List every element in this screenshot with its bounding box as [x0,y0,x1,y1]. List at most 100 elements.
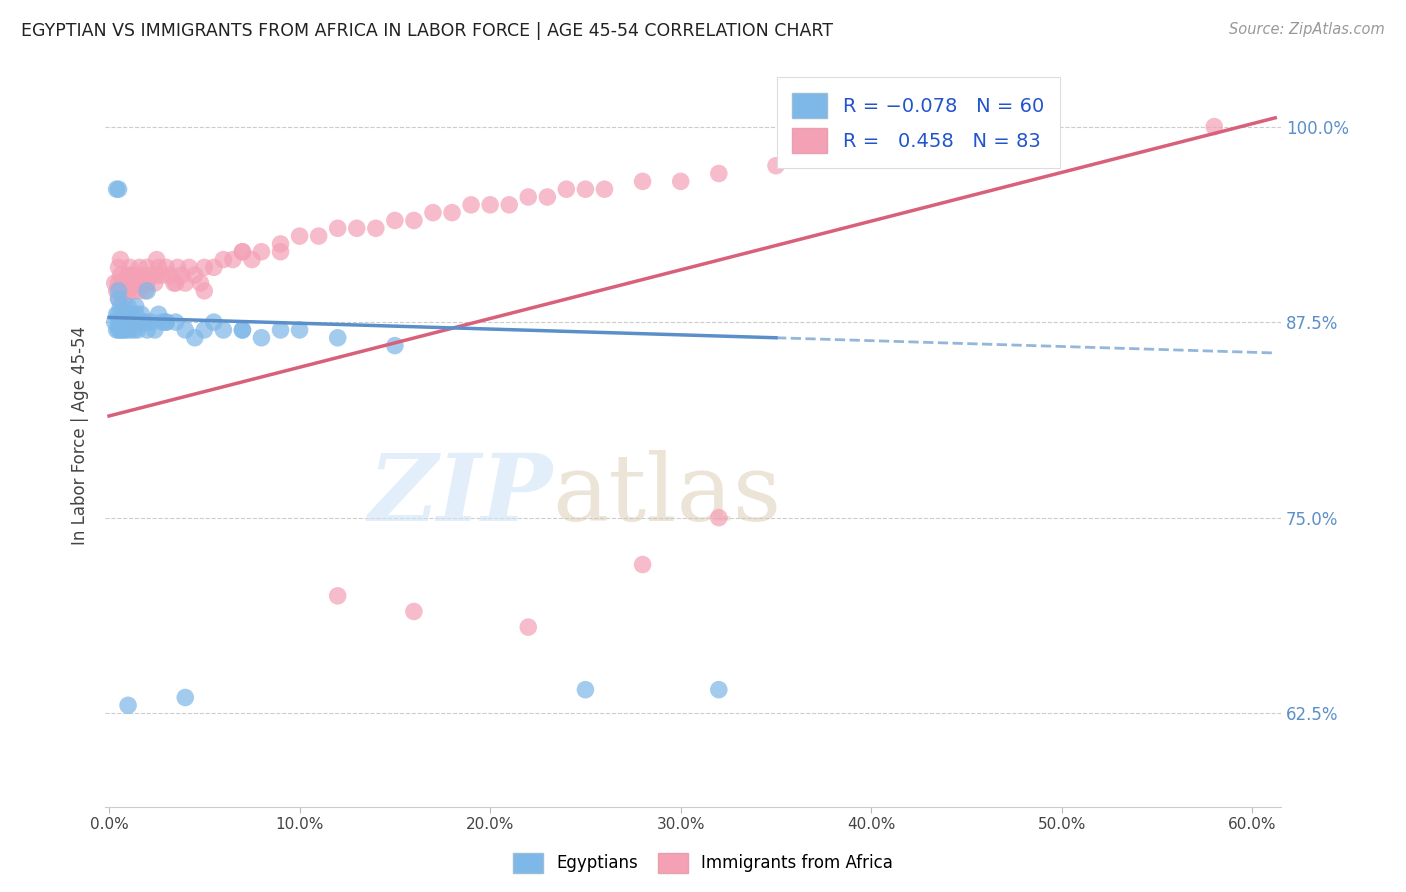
Point [155,315,177,329]
Point [165,276,187,290]
Point [631,558,654,572]
Point [231,244,253,259]
Point [202,260,225,275]
Point [132,276,155,290]
Point [326,589,349,603]
Point [193,323,215,337]
Point [177,260,200,275]
Point [121,307,143,321]
Point [122,315,145,329]
Point [131,307,153,321]
Point [193,284,215,298]
Text: atlas: atlas [553,450,782,540]
Point [134,284,156,298]
Point [125,300,148,314]
Point [117,307,139,321]
Point [145,252,167,267]
Point [112,315,135,329]
Point [536,190,558,204]
Point [669,174,692,188]
Point [111,315,134,329]
Point [110,323,132,337]
Point [555,182,578,196]
Point [765,159,787,173]
Point [184,268,207,283]
Point [107,292,129,306]
Point [384,213,406,227]
Point [122,284,145,298]
Point [823,151,845,165]
Text: ZIP: ZIP [368,450,553,540]
Point [117,698,139,713]
Point [139,315,162,329]
Point [127,315,149,329]
Point [110,300,132,314]
Point [136,276,159,290]
Point [155,260,177,275]
Point [222,252,245,267]
Point [128,284,150,298]
Point [212,323,235,337]
Point [107,182,129,196]
Point [107,276,129,290]
Point [270,236,292,251]
Point [117,284,139,298]
Point [402,605,425,619]
Point [190,276,212,290]
Point [143,276,166,290]
Point [707,510,730,524]
Point [402,213,425,227]
Point [112,292,135,306]
Point [202,315,225,329]
Point [112,307,135,321]
Point [132,315,155,329]
Point [128,315,150,329]
Point [125,268,148,283]
Point [163,276,186,290]
Point [159,268,181,283]
Text: EGYPTIAN VS IMMIGRANTS FROM AFRICA IN LABOR FORCE | AGE 45-54 CORRELATION CHART: EGYPTIAN VS IMMIGRANTS FROM AFRICA IN LA… [21,22,834,40]
Point [155,315,177,329]
Point [240,252,263,267]
Point [125,307,148,321]
Point [346,221,368,235]
Point [112,284,135,298]
Point [231,244,253,259]
Point [250,331,273,345]
Point [422,205,444,219]
Point [127,276,149,290]
Point [127,323,149,337]
Point [110,268,132,283]
Point [326,331,349,345]
Point [517,620,540,634]
Point [110,315,132,329]
Point [326,221,349,235]
Point [574,182,596,196]
Point [107,292,129,306]
Point [148,307,170,321]
Y-axis label: In Labor Force | Age 45-54: In Labor Force | Age 45-54 [72,326,89,545]
Point [165,315,187,329]
Point [231,323,253,337]
Point [166,260,188,275]
Point [460,198,482,212]
Point [250,244,273,259]
Point [479,198,502,212]
Point [574,682,596,697]
Point [115,323,138,337]
Point [384,338,406,352]
Point [121,315,143,329]
Point [143,323,166,337]
Point [107,260,129,275]
Point [288,229,311,244]
Point [498,198,520,212]
Point [150,315,173,329]
Point [105,284,128,298]
Legend: Egyptians, Immigrants from Africa: Egyptians, Immigrants from Africa [506,847,900,880]
Point [517,190,540,204]
Point [212,252,235,267]
Point [121,268,143,283]
Point [150,268,173,283]
Point [128,260,150,275]
Point [105,182,128,196]
